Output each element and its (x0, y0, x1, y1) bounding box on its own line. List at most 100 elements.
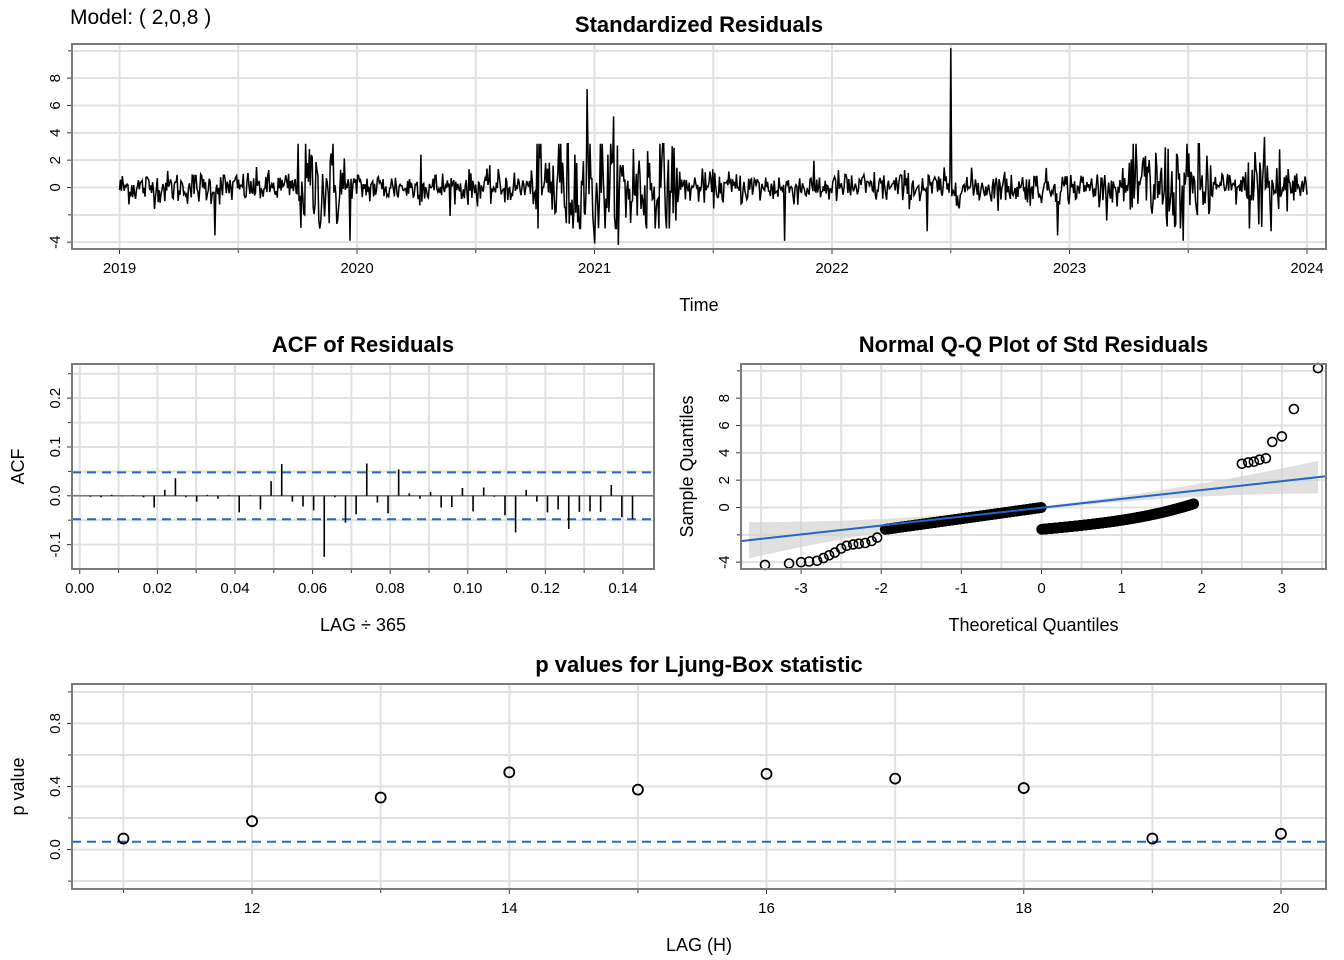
qq-point (866, 535, 877, 547)
ljung-box-point (503, 766, 516, 779)
x-tick-label: 0.10 (453, 580, 482, 597)
x-tick-label: 2 (1198, 580, 1206, 597)
x-tick-label: 3 (1278, 580, 1286, 597)
residuals-xlabel: Time (679, 295, 718, 315)
x-tick-label: 0 (1037, 580, 1045, 597)
x-tick-label: 2020 (340, 260, 373, 277)
panel-frame (71, 363, 655, 570)
y-tick-label: 0.0 (47, 485, 64, 506)
x-tick-label: 12 (244, 900, 261, 917)
x-tick-label: 0.02 (143, 580, 172, 597)
qq-point (1288, 403, 1300, 415)
y-tick-label: -4 (716, 555, 733, 568)
ljung-box-point (117, 832, 130, 845)
qq-point (853, 538, 865, 550)
qq-point (871, 532, 883, 543)
qq-point (1267, 436, 1278, 448)
x-tick-label: 2023 (1053, 260, 1086, 277)
y-tick-label: 4 (716, 449, 733, 457)
qq-point (1276, 431, 1288, 442)
y-tick-label: -0.1 (47, 532, 64, 558)
x-tick-label: -2 (875, 580, 888, 597)
qq-point (841, 540, 853, 552)
ljung-box-point (1146, 832, 1159, 845)
ljung-box-point (1017, 782, 1030, 794)
model-label: Model: ( 2,0,8 ) (70, 6, 212, 29)
qq-point (811, 555, 823, 567)
acf-panel (67, 363, 655, 574)
y-tick-label: 0 (47, 183, 64, 191)
panel-frame (71, 43, 1327, 250)
x-tick-label: 0.14 (608, 580, 637, 597)
qq-point (1248, 456, 1260, 468)
x-tick-label: 0.12 (531, 580, 560, 597)
ljung-box-point (246, 815, 258, 828)
ljung-box-point (760, 767, 773, 780)
qq-reference-line (740, 475, 1327, 543)
ljung-box-point (632, 783, 644, 796)
acf-ylabel: ACF (8, 448, 28, 484)
y-tick-label: -4 (47, 235, 64, 248)
y-tick-label: 0.4 (47, 776, 64, 797)
qq-title: Normal Q-Q Plot of Std Residuals (859, 332, 1209, 357)
y-tick-label: 8 (47, 74, 64, 82)
x-tick-label: 2019 (103, 260, 136, 277)
ljung-box-point (1275, 827, 1287, 840)
ljung-box-ylabel: p value (8, 757, 28, 815)
x-tick-label: -1 (955, 580, 968, 597)
y-tick-label: 4 (47, 129, 64, 137)
y-tick-label: 0.0 (47, 839, 64, 860)
x-tick-label: 14 (501, 900, 518, 917)
ljung-box-xlabel: LAG (H) (666, 935, 732, 955)
qq-ylabel: Sample Quantiles (677, 395, 697, 537)
qq-point (803, 556, 815, 567)
acf-title: ACF of Residuals (272, 332, 454, 357)
qq-point (1236, 458, 1248, 470)
qq-point (818, 552, 829, 564)
y-tick-label: 0 (716, 503, 733, 511)
ljung-box-point (889, 772, 902, 785)
acf-xlabel: LAG ÷ 365 (320, 615, 406, 635)
x-tick-label: 1 (1117, 580, 1125, 597)
x-tick-label: 0.00 (65, 580, 94, 597)
x-tick-label: 0.08 (376, 580, 405, 597)
qq-panel (736, 362, 1327, 574)
qq-point (847, 539, 859, 550)
x-tick-label: 0.04 (220, 580, 249, 597)
x-tick-label: 2022 (815, 260, 848, 277)
qq-point (1188, 498, 1200, 510)
qq-xlabel: Theoretical Quantiles (948, 615, 1118, 635)
qq-point (1254, 454, 1265, 466)
ljung-box-title: p values for Ljung-Box statistic (535, 652, 863, 677)
qq-point (1243, 457, 1254, 468)
panel-frame (740, 363, 1327, 570)
y-tick-label: 2 (47, 156, 64, 164)
y-tick-label: 2 (716, 476, 733, 484)
x-tick-label: 18 (1015, 900, 1032, 917)
y-tick-label: 6 (47, 101, 64, 109)
x-tick-label: 0.06 (298, 580, 327, 597)
qq-point (783, 558, 795, 569)
ljung-box-point (374, 791, 387, 804)
y-tick-label: 6 (716, 421, 733, 429)
y-tick-label: 8 (716, 394, 733, 402)
residuals-panel (67, 43, 1327, 254)
x-tick-label: -3 (794, 580, 807, 597)
qq-point (823, 549, 835, 561)
y-tick-label: 0.2 (47, 388, 64, 409)
qq-point (859, 537, 871, 549)
y-tick-label: 0.1 (47, 437, 64, 458)
panel-frame (71, 683, 1327, 890)
x-tick-label: 2024 (1290, 260, 1323, 277)
x-tick-label: 16 (758, 900, 775, 917)
ljung-box-panel (67, 683, 1327, 894)
residuals-title: Standardized Residuals (575, 12, 823, 37)
qq-point (1260, 452, 1272, 464)
residuals-series-line (118, 48, 1308, 245)
qq-point (795, 556, 807, 568)
x-tick-label: 2021 (578, 260, 611, 277)
y-tick-label: 0.8 (47, 713, 64, 734)
x-tick-label: 20 (1273, 900, 1290, 917)
qq-point (835, 543, 847, 554)
